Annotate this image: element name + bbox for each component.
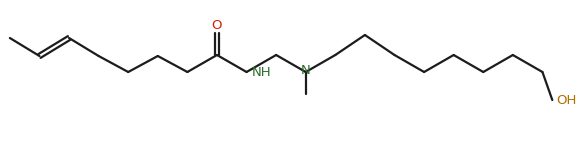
Text: N: N	[301, 64, 311, 78]
Text: NH: NH	[252, 66, 271, 78]
Text: O: O	[212, 19, 222, 32]
Text: OH: OH	[556, 94, 577, 108]
